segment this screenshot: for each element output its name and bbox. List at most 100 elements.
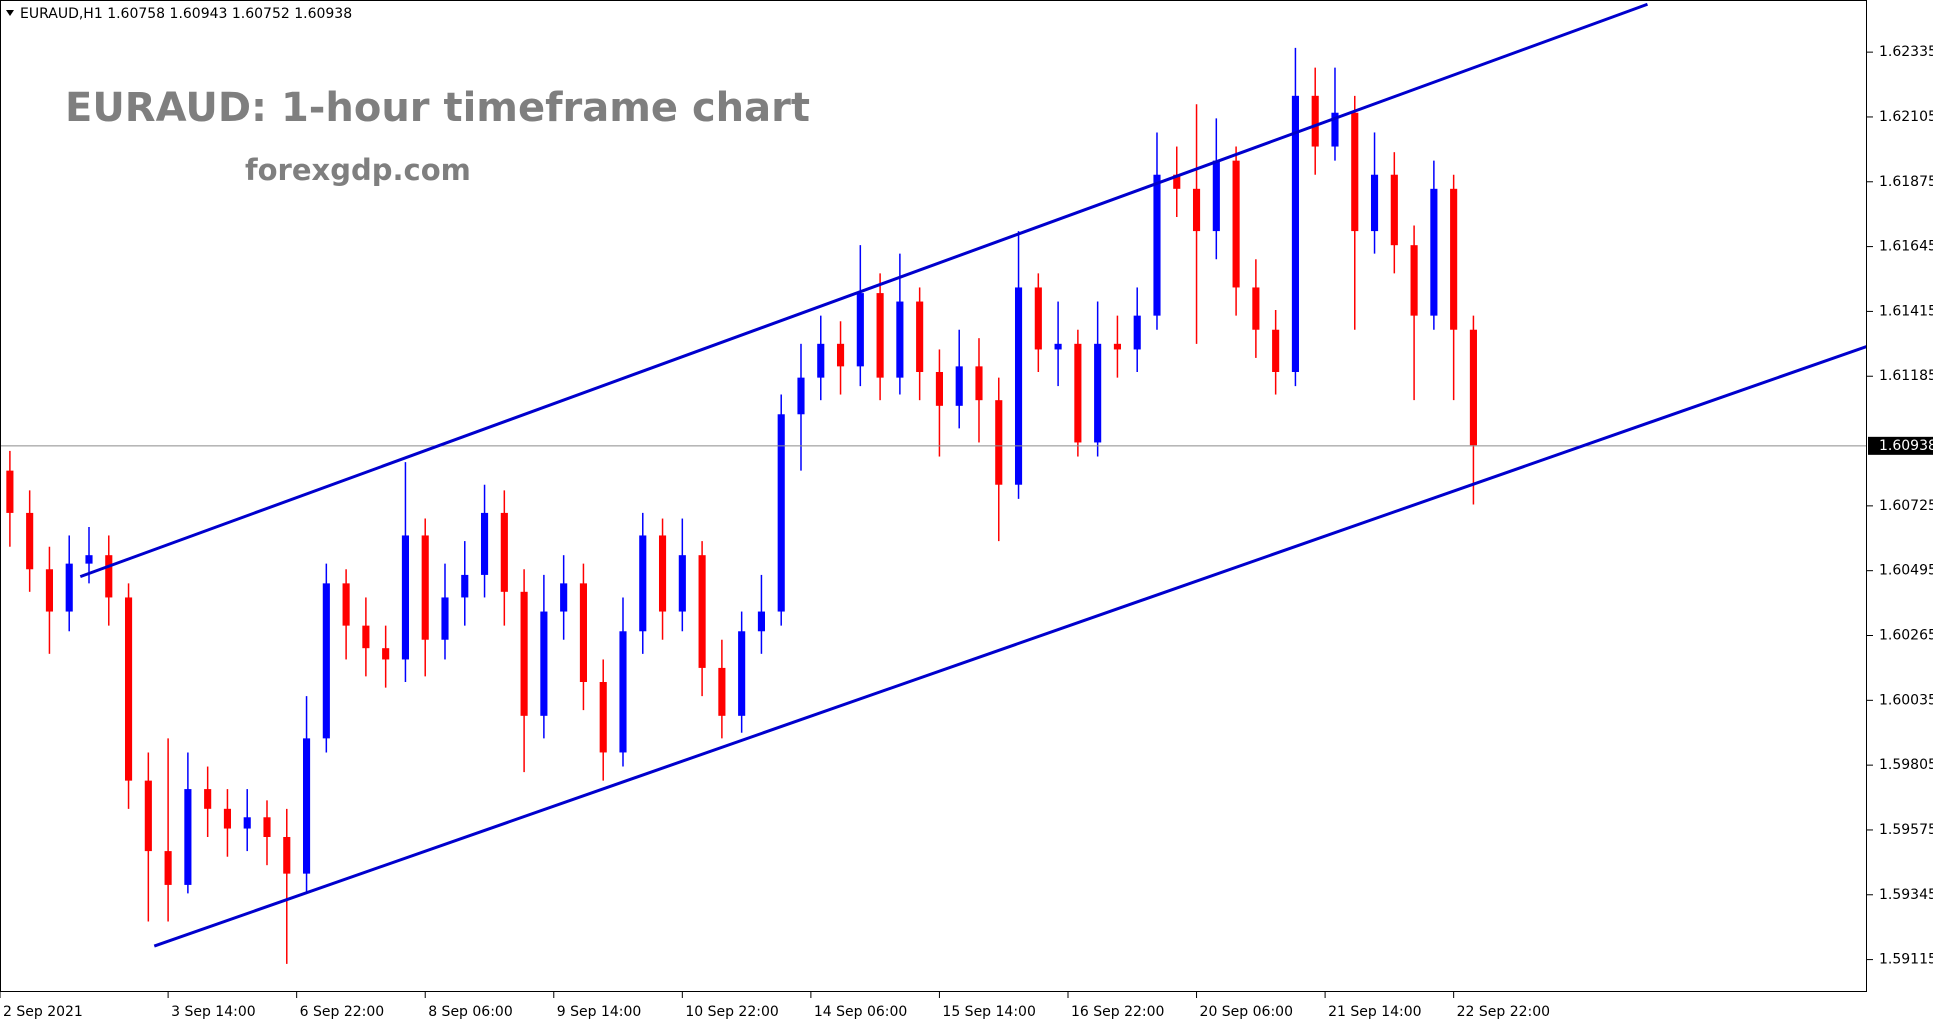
chart-subtitle: forexgdp.com — [245, 153, 471, 187]
candle-body — [1232, 160, 1240, 288]
x-tick-label: 22 Sep 22:00 — [1457, 1004, 1550, 1020]
candle-body — [1331, 112, 1339, 147]
candle-body — [1252, 287, 1260, 330]
candle-body — [1311, 95, 1319, 147]
candle-body — [1113, 343, 1121, 350]
candle-body — [856, 293, 864, 367]
candle-body — [619, 631, 627, 753]
candle-body — [738, 631, 746, 716]
candle-body — [579, 583, 587, 682]
current-price-label: 1.60938 — [1879, 438, 1933, 454]
candle-body — [1272, 329, 1280, 372]
candle-body — [401, 535, 409, 660]
x-tick-label: 20 Sep 06:00 — [1200, 1004, 1293, 1020]
current-price-box — [1868, 436, 1933, 455]
trend-line-layer — [0, 2, 1867, 948]
candle-body — [698, 555, 706, 668]
candle-body — [718, 667, 726, 716]
candle-body — [975, 366, 983, 401]
candle-body — [560, 583, 568, 612]
y-tick-label: 1.59345 — [1879, 887, 1933, 903]
candle-body — [896, 301, 904, 378]
candle-body — [105, 555, 113, 598]
candle-body — [204, 789, 212, 809]
candle-body — [836, 343, 845, 367]
candle-body — [164, 851, 172, 885]
candle-body — [243, 817, 251, 829]
candle-body — [520, 591, 528, 716]
candle-body — [421, 535, 429, 640]
candle-body — [678, 555, 686, 612]
candle-body — [45, 569, 54, 612]
candle-body — [1410, 245, 1418, 316]
candle-body — [1094, 343, 1102, 443]
y-tick-label: 1.61645 — [1879, 239, 1933, 255]
y-tick-label: 1.62335 — [1879, 44, 1933, 60]
candle-body — [1212, 160, 1220, 232]
x-tick-label: 6 Sep 22:00 — [300, 1004, 385, 1020]
candle-body — [995, 400, 1003, 485]
candle-body — [955, 366, 963, 406]
candle-body — [500, 512, 508, 592]
candle-body — [1014, 287, 1023, 485]
candle-body — [757, 611, 765, 632]
label-layer: 1.62335 1.62105 1.61875 1.61645 1.61415 1.611… — [3, 44, 1933, 1020]
candle-body — [65, 563, 73, 612]
trend-line — [79, 2, 1648, 579]
candle-body — [916, 301, 924, 372]
candle-body — [263, 817, 271, 837]
y-tick-label: 1.60265 — [1879, 628, 1933, 644]
y-tick-label: 1.62105 — [1879, 109, 1933, 125]
x-tick-label: 9 Sep 14:00 — [557, 1004, 642, 1020]
candle-body — [342, 583, 350, 626]
candle-body — [1430, 188, 1438, 316]
x-tick-label: 2 Sep 2021 — [3, 1004, 83, 1020]
chart-title: EURAUD: 1-hour timeframe chart — [65, 85, 810, 131]
candle-body — [283, 837, 291, 874]
candle-body — [85, 555, 93, 564]
candle-body — [1351, 112, 1359, 232]
candle-body — [1390, 174, 1398, 246]
candle-body — [817, 343, 825, 378]
y-tick-label: 1.61415 — [1879, 303, 1933, 319]
candle-body — [1034, 287, 1042, 350]
plot-frame — [0, 0, 1867, 992]
y-tick-label: 1.60725 — [1879, 498, 1933, 514]
candle-body — [26, 512, 34, 570]
tick-layer — [0, 51, 1873, 998]
x-tick-label: 8 Sep 06:00 — [428, 1004, 513, 1020]
candle-body — [797, 377, 805, 415]
trend-line — [153, 344, 1867, 948]
candle-body — [777, 414, 785, 612]
x-tick-label: 10 Sep 22:00 — [685, 1004, 778, 1020]
candle-body — [639, 535, 647, 632]
candle-body — [144, 780, 152, 852]
candle-body — [599, 682, 607, 753]
candle-body — [6, 470, 14, 513]
candle-body — [461, 574, 469, 598]
candle-body — [540, 611, 548, 716]
candle-body — [441, 597, 449, 640]
collapse-icon — [6, 10, 14, 16]
candle-body — [1370, 174, 1379, 232]
y-tick-label: 1.60495 — [1879, 563, 1933, 579]
candle-body — [1074, 343, 1082, 443]
x-tick-label: 16 Sep 22:00 — [1071, 1004, 1164, 1020]
candle-body — [935, 372, 943, 406]
y-tick-label: 1.59115 — [1879, 952, 1933, 968]
candle-body — [1153, 174, 1161, 316]
candle-body — [223, 808, 232, 829]
y-tick-label: 1.59805 — [1879, 757, 1933, 773]
candle-body — [1054, 343, 1062, 350]
x-tick-label: 15 Sep 14:00 — [942, 1004, 1035, 1020]
candle-body — [1469, 329, 1477, 446]
candle-body — [1291, 95, 1299, 373]
x-tick-label: 3 Sep 14:00 — [171, 1004, 256, 1020]
candle-layer — [6, 47, 1477, 964]
y-tick-label: 1.61875 — [1879, 174, 1933, 190]
candle-body — [124, 597, 133, 781]
candle-body — [302, 738, 311, 874]
candle-body — [876, 293, 884, 378]
